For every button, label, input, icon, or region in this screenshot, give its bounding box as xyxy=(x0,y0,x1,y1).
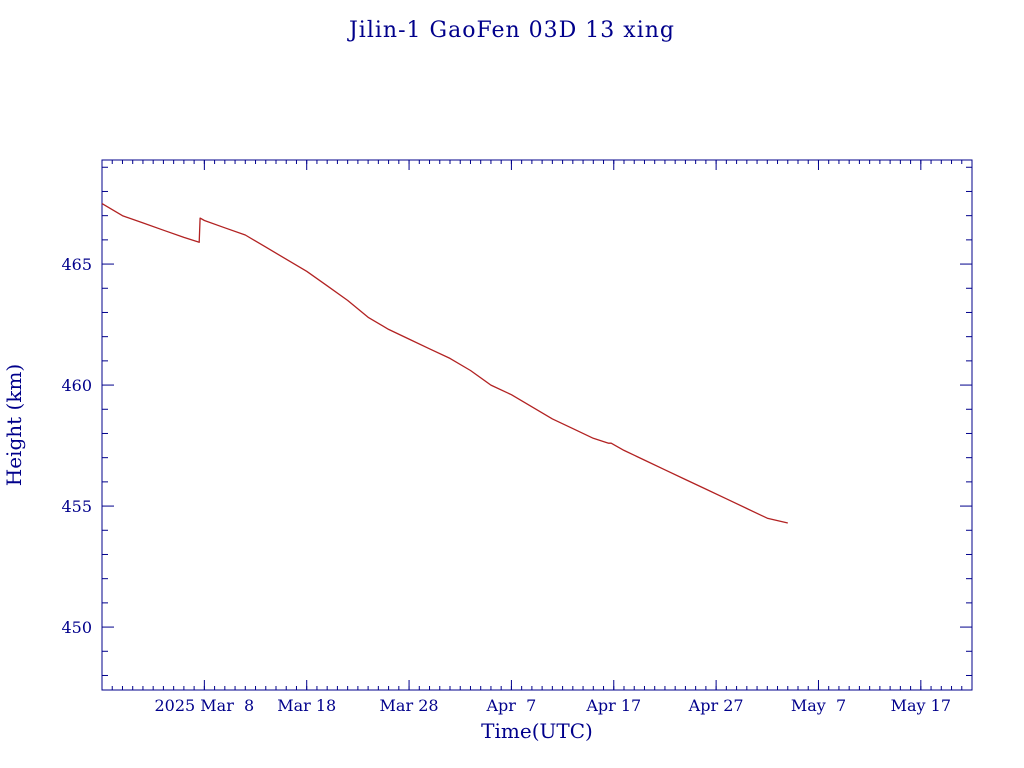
y-tick-label: 460 xyxy=(61,376,92,395)
x-tick-label: Apr 27 xyxy=(688,696,744,715)
x-tick-label: May 17 xyxy=(891,696,951,715)
y-axis-ticks: 450 455 460 465 xyxy=(61,166,972,676)
x-tick-label: Mar 28 xyxy=(380,696,439,715)
x-tick-label: Apr 17 xyxy=(585,696,641,715)
y-axis-label: Height (km) xyxy=(2,364,26,486)
x-axis-label: Time(UTC) xyxy=(481,719,593,743)
y-tick-label: 455 xyxy=(61,497,92,516)
x-axis-ticks: 2025 Mar 8 Mar 18 Mar 28 Apr 7 Apr 17 Apr 27 M… xyxy=(101,160,973,715)
series-line xyxy=(101,203,788,524)
series-layer xyxy=(101,203,788,524)
x-tick-label: Apr 7 xyxy=(486,696,537,715)
y-tick-label: 465 xyxy=(61,255,92,274)
x-tick-label: 2025 Mar 8 xyxy=(154,696,254,715)
chart-title: Jilin-1 GaoFen 03D 13 xing xyxy=(347,18,675,43)
y-tick-label: 450 xyxy=(61,618,92,637)
x-tick-label: Mar 18 xyxy=(277,696,336,715)
x-tick-label: May 7 xyxy=(791,696,846,715)
plot-frame xyxy=(101,159,973,691)
